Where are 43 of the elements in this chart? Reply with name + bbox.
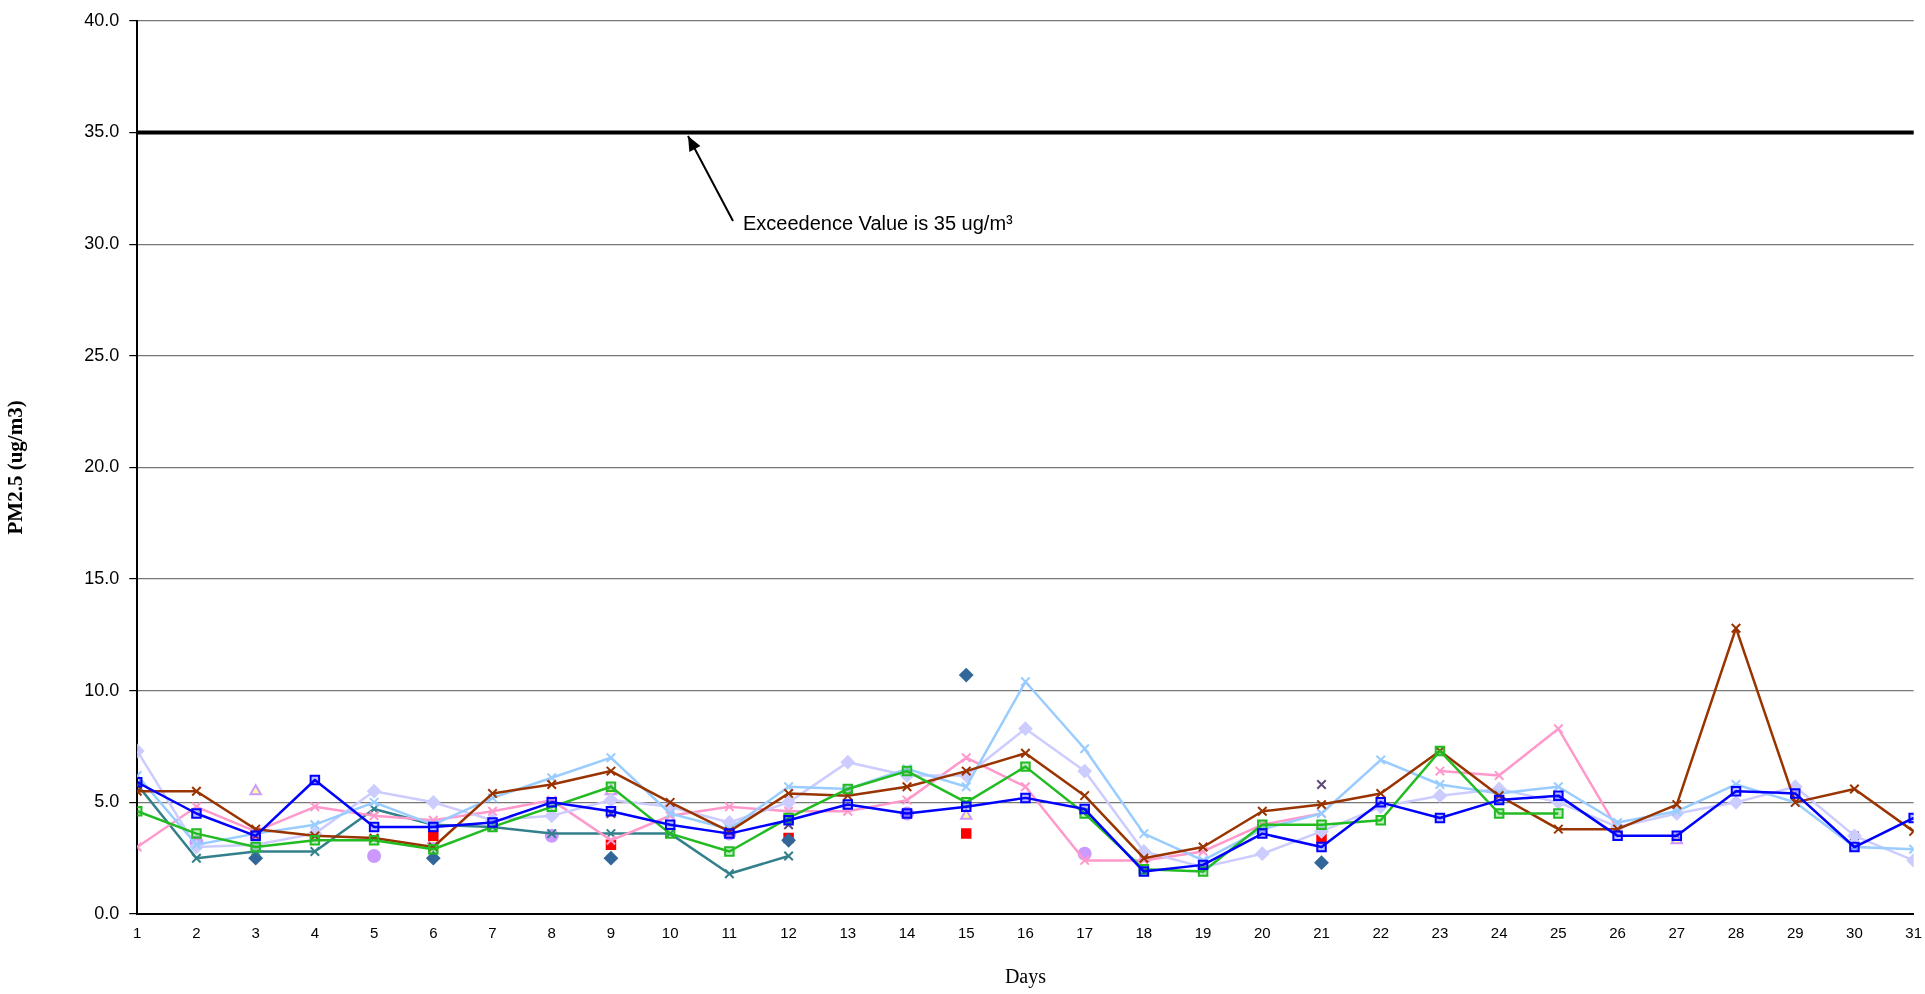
x-tick-label: 6 (429, 924, 438, 942)
x-tick-label: 17 (1076, 924, 1093, 942)
x-tick-label: 8 (547, 924, 556, 942)
y-tick-label: 30.0 (84, 233, 120, 254)
annotation: Exceedence Value is 35 ug/m³ (742, 211, 1014, 234)
y-tick-label: 10.0 (84, 679, 120, 700)
y-tick-label: 40.0 (84, 9, 120, 30)
x-tick-label: 4 (310, 924, 320, 942)
x-tick-label: 27 (1668, 924, 1686, 942)
x-tick-label: 14 (898, 924, 916, 942)
y-tick-label: 25.0 (84, 344, 120, 365)
x-tick-label: 11 (721, 924, 738, 942)
x-tick-label: 2 (192, 924, 201, 942)
x-tick-label: 10 (661, 924, 679, 942)
x-tick-label: 7 (488, 924, 497, 942)
y-tick-label: 0.0 (94, 902, 120, 923)
x-tick-label: 13 (839, 924, 857, 942)
x-tick-label: 29 (1786, 924, 1804, 942)
x-tick-label: 20 (1253, 924, 1271, 942)
x-tick-label: 19 (1194, 924, 1212, 942)
y-tick-label: 35.0 (84, 121, 120, 142)
x-tick-label: 25 (1550, 924, 1567, 942)
x-tick-label: 21 (1313, 924, 1330, 942)
x-tick-label: 23 (1431, 924, 1449, 942)
x-tick-label: 12 (780, 924, 797, 942)
y-axis-title: PM2.5 (ug/m3) (3, 400, 28, 535)
x-tick-label: 9 (606, 924, 616, 942)
x-tick-label: 1 (133, 924, 142, 942)
x-tick-label: 16 (1017, 924, 1034, 942)
y-tick-label: 15.0 (84, 568, 120, 589)
x-tick-label: 31 (1905, 924, 1922, 942)
x-tick-label: 22 (1372, 924, 1390, 942)
x-tick-label: 30 (1846, 924, 1863, 942)
x-tick-label: 5 (369, 924, 379, 942)
x-tick-label: 26 (1609, 924, 1626, 942)
x-axis-title: Days (1004, 965, 1047, 989)
x-tick-label: 15 (957, 924, 975, 942)
y-tick-label: 20.0 (84, 456, 120, 477)
x-tick-label: 28 (1727, 924, 1745, 942)
x-tick-label: 3 (251, 924, 260, 942)
x-tick-label: 18 (1135, 924, 1153, 942)
y-tick-label: 5.0 (94, 791, 120, 812)
x-tick-label: 24 (1490, 924, 1508, 942)
